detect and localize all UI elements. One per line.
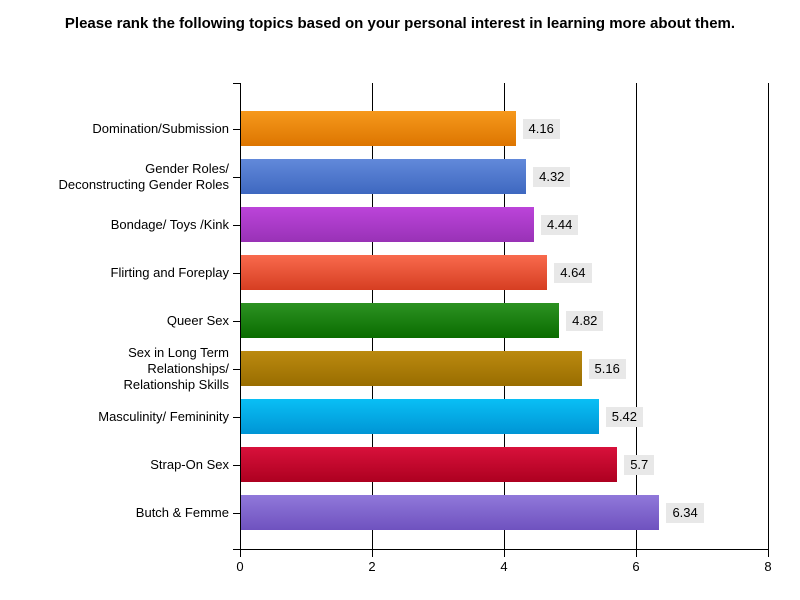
value-label: 5.7 xyxy=(624,454,655,475)
value-label: 4.64 xyxy=(554,262,592,283)
bar xyxy=(241,447,618,482)
category-tick xyxy=(233,128,240,130)
value-label: 6.34 xyxy=(666,502,704,523)
category-label: Flirting and Foreplay xyxy=(110,264,230,280)
category-label: Sex in Long Term Relationships/Relationsh… xyxy=(123,344,230,392)
x-axis-tick-6 xyxy=(636,549,637,557)
category-label: Gender Roles/Deconstructing Gender Roles xyxy=(58,160,229,192)
bar xyxy=(241,111,516,146)
y-axis xyxy=(240,83,241,557)
x-axis-tick-label-6: 6 xyxy=(632,559,640,574)
bar xyxy=(241,351,582,386)
category-tick xyxy=(233,224,240,226)
bar xyxy=(241,399,599,434)
category-label: Strap-On Sex xyxy=(150,456,229,472)
bar xyxy=(241,207,535,242)
bar xyxy=(241,303,560,338)
x-axis xyxy=(233,549,769,550)
x-axis-tick-8 xyxy=(768,549,769,557)
category-label: Butch & Femme xyxy=(135,504,229,520)
category-tick xyxy=(233,416,240,418)
x-axis-tick-label-0: 0 xyxy=(236,559,244,574)
value-label: 4.32 xyxy=(533,166,571,187)
bar xyxy=(241,255,548,290)
value-label: 4.44 xyxy=(541,214,579,235)
x-axis-tick-label-4: 4 xyxy=(500,559,508,574)
category-tick xyxy=(233,368,240,370)
chart-title: Please rank the following topics based o… xyxy=(64,15,736,32)
category-tick xyxy=(233,512,240,514)
gridline-x-8 xyxy=(768,83,769,549)
x-axis-tick-0 xyxy=(240,549,241,557)
gridline-x-6 xyxy=(636,83,637,549)
bar xyxy=(241,159,527,194)
category-tick xyxy=(233,464,240,466)
value-label: 5.16 xyxy=(588,358,626,379)
category-tick xyxy=(233,272,240,274)
x-axis-tick-2 xyxy=(372,549,373,557)
value-label: 4.16 xyxy=(522,118,560,139)
value-label: 4.82 xyxy=(566,310,604,331)
value-label: 5.42 xyxy=(605,406,644,427)
x-axis-tick-label-2: 2 xyxy=(368,559,376,574)
category-tick xyxy=(233,176,240,178)
x-axis-tick-label-8: 8 xyxy=(764,559,772,574)
category-label: Domination/Submission xyxy=(92,120,229,136)
category-label: Queer Sex xyxy=(166,312,229,328)
category-tick xyxy=(233,320,240,322)
category-label: Masculinity/ Femininity xyxy=(98,408,229,424)
category-label: Bondage/ Toys /Kink xyxy=(110,216,229,232)
x-axis-tick-4 xyxy=(504,549,505,557)
bar xyxy=(241,495,660,530)
y-axis-top-cap xyxy=(233,83,240,84)
